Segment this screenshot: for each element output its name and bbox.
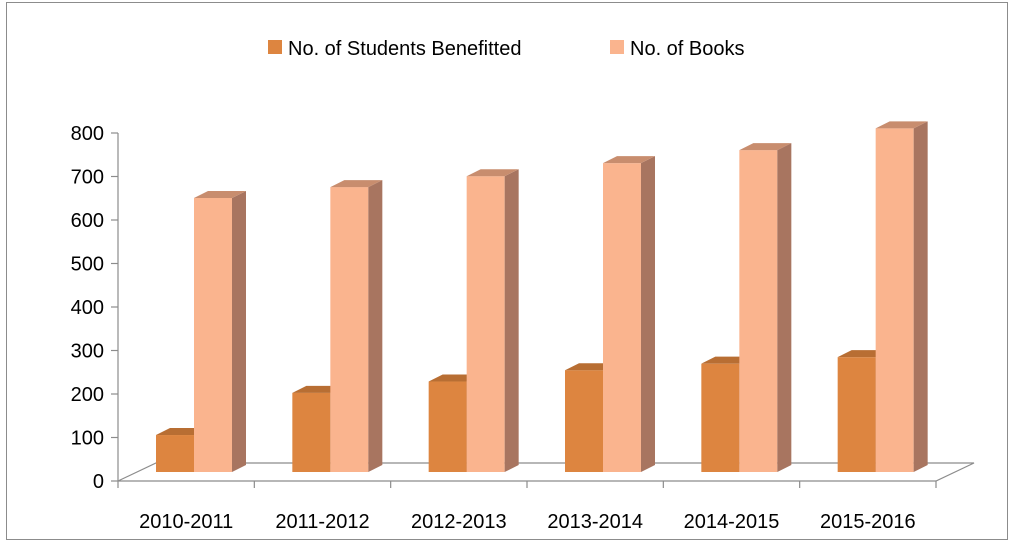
bar-books — [739, 143, 792, 472]
x-tick-label: 2015-2016 — [820, 511, 916, 533]
y-tick-label: 700 — [71, 167, 104, 189]
bar-front-face — [875, 128, 914, 472]
bar-side-face — [777, 143, 792, 472]
legend-swatch-books — [610, 40, 624, 54]
bar-top-face — [739, 143, 792, 151]
x-tick-label: 2013-2014 — [547, 511, 643, 533]
legend-label-books: No. of Books — [630, 38, 745, 60]
y-tick-label: 800 — [71, 123, 104, 145]
x-tick-label: 2011-2012 — [275, 511, 369, 533]
bar-front-face — [194, 197, 232, 472]
bar-books — [194, 190, 246, 472]
bars — [156, 121, 928, 472]
y-tick-label: 0 — [93, 471, 104, 493]
x-tick-label: 2012-2013 — [411, 511, 507, 533]
bar-books — [603, 156, 655, 472]
bar-books — [330, 180, 383, 472]
y-tick-label: 200 — [71, 384, 104, 406]
bar-side-face — [641, 156, 655, 472]
bar-top-face — [603, 156, 655, 164]
bar-books — [875, 121, 928, 472]
bar-top-face — [330, 180, 383, 188]
bar-top-face — [466, 169, 519, 177]
bar-front-face — [292, 392, 331, 472]
legend: No. of Students Benefitted No. of Books — [268, 38, 745, 60]
bar-side-face — [368, 180, 383, 472]
x-axis-ticks: 2010-2011 2011-2012 2012-2013 2013-2014 2014… — [117, 481, 937, 533]
y-tick-label: 100 — [71, 428, 104, 450]
bar-books — [466, 169, 519, 472]
bar-front-face — [156, 435, 194, 472]
bar-front-face — [428, 381, 467, 472]
bar-side-face — [504, 169, 519, 472]
y-tick-label: 500 — [71, 254, 104, 276]
bar-top-face — [875, 121, 928, 129]
bar-front-face — [466, 176, 505, 472]
bar-front-face — [739, 150, 778, 472]
legend-swatch-students — [268, 40, 282, 54]
bar-side-face — [232, 190, 246, 472]
bar-front-face — [330, 187, 369, 472]
y-tick-label: 600 — [71, 210, 104, 232]
bar-front-face — [565, 370, 603, 472]
bar-top-face — [194, 190, 246, 198]
bar-front-face — [603, 163, 641, 472]
bar-front-face — [701, 363, 740, 472]
bar-side-face — [913, 121, 928, 472]
bar-front-face — [837, 357, 876, 472]
legend-label-students: No. of Students Benefitted — [288, 38, 522, 60]
y-tick-label: 400 — [71, 297, 104, 319]
x-tick-label: 2014-2015 — [684, 511, 780, 533]
y-tick-label: 300 — [71, 341, 104, 363]
x-tick-label: 2010-2011 — [139, 511, 233, 533]
y-axis-ticks: 0 100 200 300 400 500 600 700 800 — [71, 123, 118, 493]
